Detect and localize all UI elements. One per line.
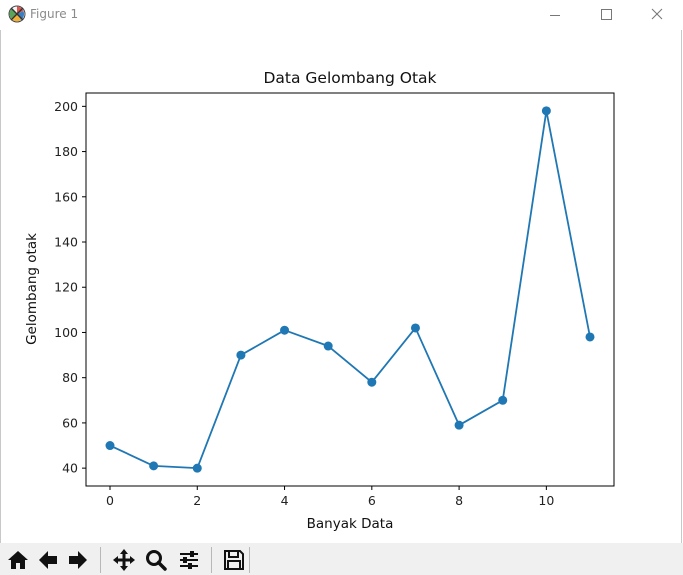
data-point xyxy=(585,332,595,342)
pan-icon xyxy=(113,549,135,571)
home-button[interactable] xyxy=(4,546,32,574)
x-tick-label: 0 xyxy=(106,493,114,508)
forward-button[interactable] xyxy=(64,546,92,574)
x-tick-label: 8 xyxy=(455,493,463,508)
configure-subplots-icon xyxy=(180,551,198,569)
title-bar[interactable]: Figure 1 xyxy=(0,0,683,30)
minimize-button[interactable] xyxy=(531,0,581,30)
chart-title: Data Gelombang Otak xyxy=(263,69,436,87)
x-tick-label: 10 xyxy=(538,493,554,508)
data-point xyxy=(367,377,377,387)
zoom-button[interactable] xyxy=(142,546,170,574)
y-axis-label: Gelombang otak xyxy=(24,233,40,345)
toolbar-separator xyxy=(249,547,250,573)
forward-arrow-icon xyxy=(69,551,87,569)
data-point xyxy=(192,463,202,473)
pan-button[interactable] xyxy=(110,546,138,574)
maximize-icon xyxy=(601,9,612,20)
data-point xyxy=(498,395,508,405)
y-tick-label: 200 xyxy=(54,99,78,114)
y-tick-label: 40 xyxy=(62,461,78,476)
line-chart: Data Gelombang Otak Banyak Data Gelomban… xyxy=(24,69,615,532)
y-tick-label: 120 xyxy=(54,280,78,295)
figure-canvas[interactable]: Data Gelombang Otak Banyak Data Gelomban… xyxy=(0,30,683,543)
save-button[interactable] xyxy=(220,546,248,574)
y-tick-label: 180 xyxy=(54,144,78,159)
x-tick-label: 4 xyxy=(281,493,289,508)
y-tick-label: 160 xyxy=(54,189,78,204)
data-point xyxy=(236,350,246,360)
data-point xyxy=(454,420,464,430)
window-title: Figure 1 xyxy=(30,7,79,21)
maximize-button[interactable] xyxy=(581,0,631,30)
save-icon xyxy=(224,550,244,570)
y-tick-label: 80 xyxy=(62,370,78,385)
zoom-icon xyxy=(146,550,167,571)
y-tick-label: 100 xyxy=(54,325,78,340)
x-tick-label: 6 xyxy=(368,493,376,508)
y-tick-label: 140 xyxy=(54,235,78,250)
home-icon xyxy=(8,551,28,569)
toolbar-separator xyxy=(211,547,212,573)
data-point xyxy=(410,323,420,333)
close-icon xyxy=(651,8,663,20)
back-arrow-icon xyxy=(39,551,57,569)
data-point xyxy=(323,341,333,351)
x-axis-label: Banyak Data xyxy=(307,516,394,532)
data-point xyxy=(149,461,159,471)
data-point xyxy=(541,106,551,116)
toolbar-separator xyxy=(100,547,101,573)
y-tick-label: 60 xyxy=(62,415,78,430)
matplotlib-icon xyxy=(8,5,26,23)
navigation-toolbar xyxy=(0,543,683,575)
data-point xyxy=(280,325,290,335)
configure-subplots-button[interactable] xyxy=(175,546,203,574)
back-button[interactable] xyxy=(34,546,62,574)
data-point xyxy=(105,441,115,451)
x-tick-label: 2 xyxy=(193,493,201,508)
close-button[interactable] xyxy=(631,0,681,30)
series-line xyxy=(109,109,591,470)
plot-frame xyxy=(85,92,615,487)
minimize-icon xyxy=(550,15,560,16)
